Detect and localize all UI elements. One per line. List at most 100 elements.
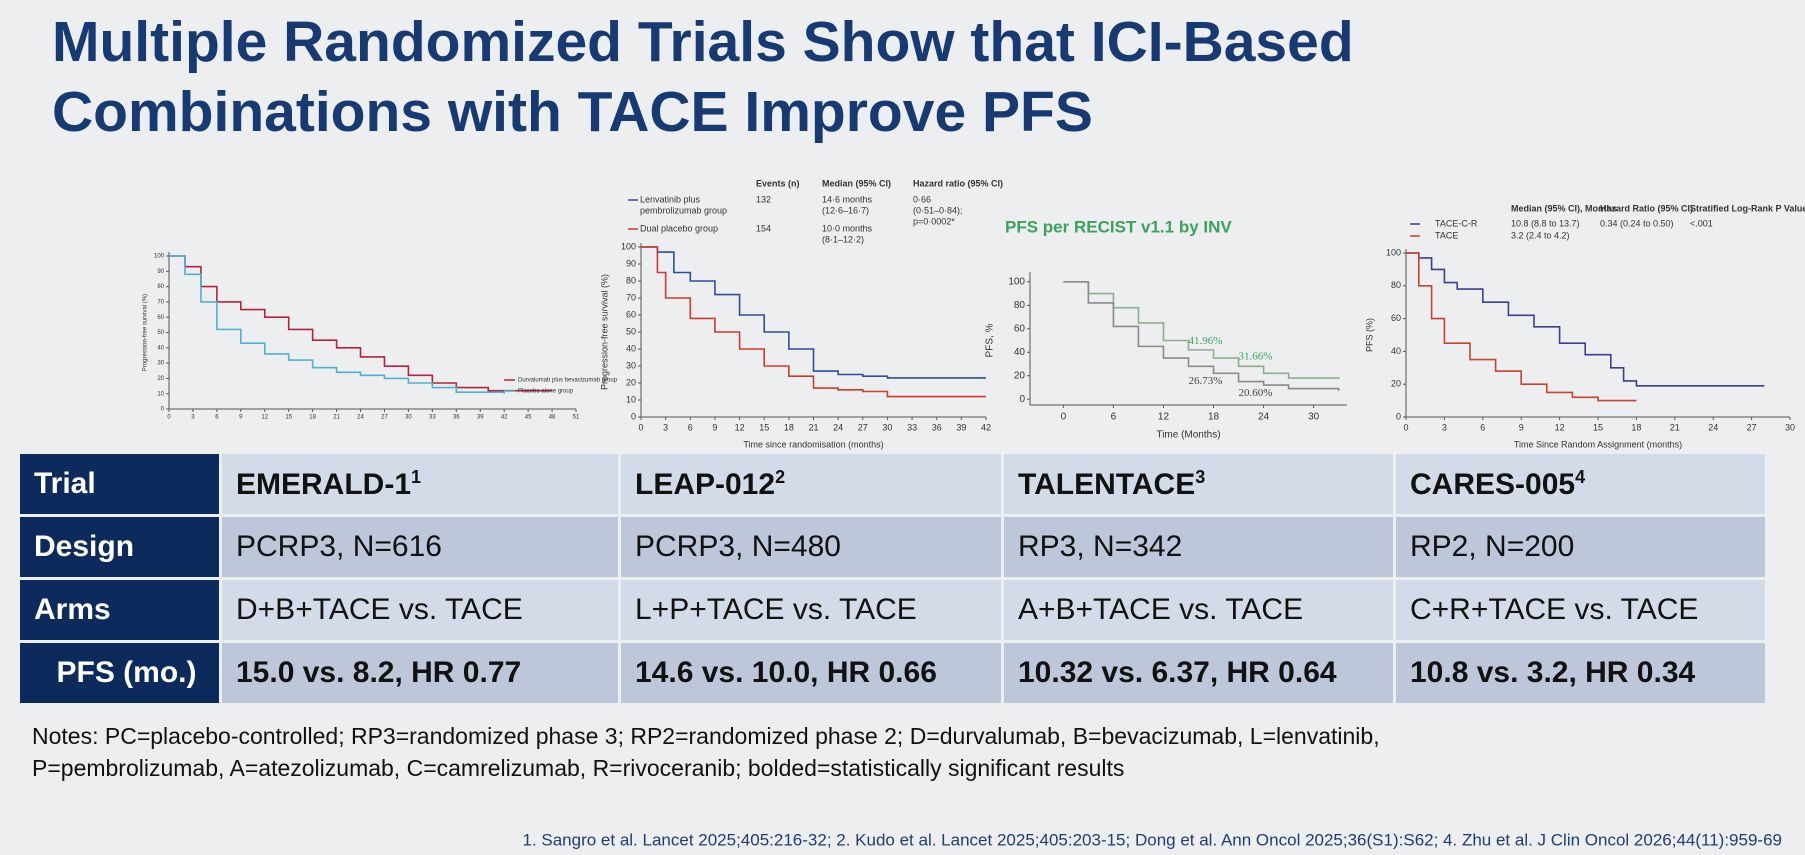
x-tick-label: 21 [1670, 422, 1680, 432]
x-tick-label: 3 [191, 415, 195, 421]
y-tick-label: 100 [1008, 277, 1025, 288]
y-axis-label: Progression-free survival (%) [143, 294, 149, 371]
table-cell: PCRP3, N=616 [222, 517, 618, 577]
y-tick-label: 40 [157, 345, 164, 351]
figure-table-cell: p=0·0002* [913, 216, 955, 226]
x-tick-label: 0 [1061, 412, 1067, 423]
x-tick-label: 18 [784, 422, 794, 432]
figure-table-cell: 10·0 months [822, 223, 873, 233]
x-tick-label: 15 [1593, 422, 1603, 432]
y-axis-label: PFS (%) [1364, 318, 1374, 352]
figure-table-cell: (12·6–16·7) [822, 205, 869, 215]
figure-table-cell: 154 [756, 223, 771, 233]
x-tick-label: 36 [932, 422, 942, 432]
header-cell: Trial [20, 454, 219, 514]
y-tick-label: 0 [631, 411, 636, 421]
header-cell: EMERALD-11 [222, 454, 618, 514]
km-curve [1406, 252, 1637, 402]
legend-label: Placebo alone group [518, 389, 574, 395]
table-cell: 14.6 vs. 10.0, HR 0.66 [621, 643, 1001, 703]
figure-table-header: Hazard Ratio (95% CI) [1600, 203, 1693, 213]
x-tick-label: 18 [309, 415, 316, 421]
km-curve [641, 246, 986, 398]
x-tick-label: 15 [759, 422, 769, 432]
x-tick-label: 45 [525, 415, 532, 421]
note-line: P=pembrolizumab, A=atezolizumab, C=camre… [32, 755, 1124, 781]
figure-table-header: Median (95% CI) [822, 178, 891, 188]
x-tick-label: 0 [638, 422, 643, 432]
reference-mark: 3 [1195, 466, 1206, 487]
x-tick-label: 12 [1555, 422, 1565, 432]
annotation: 26.73% [1189, 375, 1223, 387]
table-cell: 15.0 vs. 8.2, HR 0.77 [222, 643, 618, 703]
table-cell: 10.8 vs. 3.2, HR 0.34 [1396, 643, 1765, 703]
table-cell: PCRP3, N=480 [621, 517, 1001, 577]
figure-table-cell: 3.2 (2.4 to 4.2) [1511, 230, 1570, 240]
x-tick-label: 6 [1480, 422, 1485, 432]
x-tick-label: 6 [215, 415, 219, 421]
x-tick-label: 0 [167, 415, 171, 421]
annotation: 41.96% [1189, 335, 1223, 347]
figure-table-cell: 10.8 (8.8 to 13.7) [1511, 218, 1580, 228]
table-cell: C+R+TACE vs. TACE [1396, 580, 1765, 640]
y-tick-label: 20 [626, 377, 636, 387]
x-tick-label: 30 [405, 415, 412, 421]
figure-table-cell: pembrolizumab group [640, 205, 727, 215]
table-row: Design PCRP3, N=616 PCRP3, N=480 RP3, N=342… [20, 517, 1765, 577]
y-tick-label: 0 [1396, 411, 1401, 421]
y-tick-label: 0 [1019, 394, 1025, 405]
y-tick-label: 40 [1014, 347, 1026, 358]
x-tick-label: 0 [1403, 422, 1408, 432]
x-tick-label: 12 [735, 422, 745, 432]
y-tick-label: 20 [1014, 370, 1026, 381]
x-tick-label: 27 [381, 415, 388, 421]
x-tick-label: 30 [882, 422, 892, 432]
x-tick-label: 21 [808, 422, 818, 432]
title-line: Combinations with TACE Improve PFS [52, 80, 1093, 144]
x-tick-label: 9 [712, 422, 717, 432]
annotation: 31.66% [1239, 350, 1273, 362]
x-tick-label: 30 [1308, 412, 1320, 423]
header-cell: LEAP-0122 [621, 454, 1001, 514]
table-row: Arms D+B+TACE vs. TACE L+P+TACE vs. TACE A+… [20, 580, 1765, 640]
x-tick-label: 3 [663, 422, 668, 432]
table-row: PFS (mo.) 15.0 vs. 8.2, HR 0.77 14.6 vs. 1… [20, 643, 1765, 703]
y-tick-label: 80 [157, 284, 164, 290]
x-tick-label: 39 [477, 415, 484, 421]
y-tick-label: 90 [626, 258, 636, 268]
y-axis-label: PFS, % [985, 323, 996, 357]
table-cell: PFS (mo.) [20, 643, 219, 703]
y-axis-label: Progression-free survival (%) [599, 274, 609, 390]
figure-table-header: Hazard ratio (95% CI) [913, 178, 1003, 188]
title-line: Multiple Randomized Trials Show that ICI… [52, 10, 1354, 74]
x-tick-label: 12 [1158, 412, 1170, 423]
km-curve [169, 255, 505, 394]
x-tick-label: 27 [858, 422, 868, 432]
x-tick-label: 42 [981, 422, 991, 432]
figure-table-cell: 14·6 months [822, 194, 873, 204]
km-curve [1063, 281, 1340, 380]
figure-table-cell: 132 [756, 194, 771, 204]
figure-table-header: Median (95% CI), Months [1511, 203, 1617, 213]
y-tick-label: 100 [154, 254, 165, 260]
y-tick-label: 0 [161, 407, 165, 413]
header-cell: CARES-0054 [1396, 454, 1765, 514]
y-tick-label: 10 [157, 391, 164, 397]
x-tick-label: 51 [573, 415, 580, 421]
x-tick-label: 3 [1442, 422, 1447, 432]
x-tick-label: 6 [1111, 412, 1117, 423]
y-tick-label: 20 [1391, 379, 1401, 389]
km-curve [1063, 281, 1340, 391]
x-tick-label: 9 [239, 415, 243, 421]
reference-mark: 4 [1575, 466, 1586, 487]
y-tick-label: 40 [1391, 346, 1401, 356]
x-tick-label: 24 [833, 422, 843, 432]
y-tick-label: 100 [1386, 247, 1401, 257]
y-tick-label: 70 [626, 292, 636, 302]
figure-table-cell: 0.34 (0.24 to 0.50) [1600, 218, 1674, 228]
y-tick-label: 80 [1391, 280, 1401, 290]
header-text: CARES-005 [1410, 467, 1576, 501]
x-tick-label: 9 [1519, 422, 1524, 432]
reference-mark: 1 [411, 466, 422, 487]
